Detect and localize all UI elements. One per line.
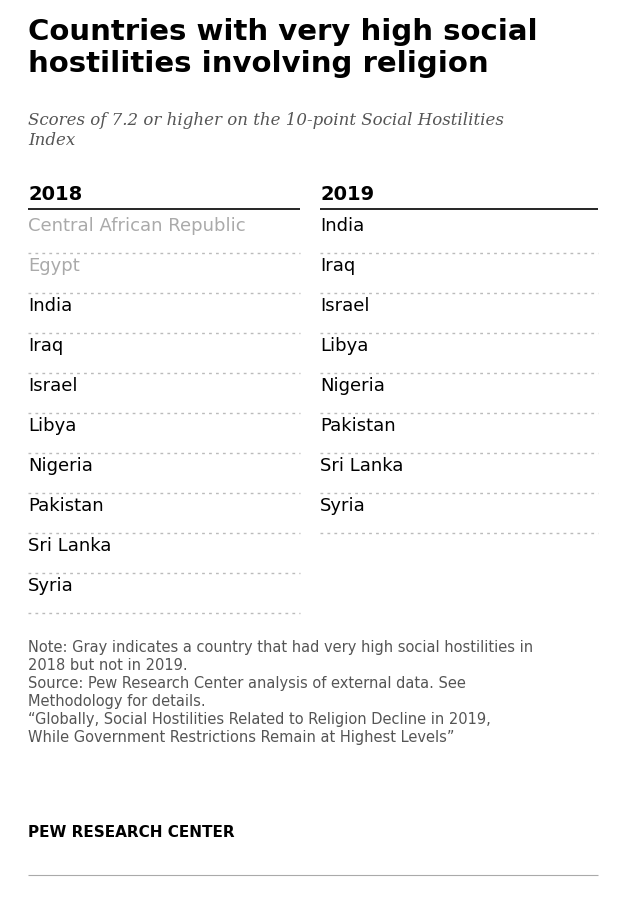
Text: Pakistan: Pakistan [28,497,104,515]
Text: 2019: 2019 [320,185,374,204]
Text: Note: Gray indicates a country that had very high social hostilities in: Note: Gray indicates a country that had … [28,640,533,655]
Text: Iraq: Iraq [320,257,355,275]
Text: Nigeria: Nigeria [28,457,93,475]
Text: “Globally, Social Hostilities Related to Religion Decline in 2019,: “Globally, Social Hostilities Related to… [28,712,491,727]
Text: Iraq: Iraq [28,337,63,355]
Text: Sri Lanka: Sri Lanka [320,457,404,475]
Text: India: India [28,297,73,315]
Text: Methodology for details.: Methodology for details. [28,694,206,709]
Text: Libya: Libya [320,337,368,355]
Text: Source: Pew Research Center analysis of external data. See: Source: Pew Research Center analysis of … [28,676,466,691]
Text: Scores of 7.2 or higher on the 10-point Social Hostilities
Index: Scores of 7.2 or higher on the 10-point … [28,112,504,148]
Text: Nigeria: Nigeria [320,377,385,395]
Text: Egypt: Egypt [28,257,80,275]
Text: 2018 but not in 2019.: 2018 but not in 2019. [28,658,188,673]
Text: 2018: 2018 [28,185,82,204]
Text: India: India [320,217,365,235]
Text: Israel: Israel [320,297,370,315]
Text: Syria: Syria [320,497,366,515]
Text: Sri Lanka: Sri Lanka [28,537,112,555]
Text: Countries with very high social
hostilities involving religion: Countries with very high social hostilit… [28,18,538,78]
Text: Central African Republic: Central African Republic [28,217,246,235]
Text: Syria: Syria [28,577,74,595]
Text: While Government Restrictions Remain at Highest Levels”: While Government Restrictions Remain at … [28,730,454,745]
Text: Israel: Israel [28,377,78,395]
Text: Pakistan: Pakistan [320,417,396,435]
Text: PEW RESEARCH CENTER: PEW RESEARCH CENTER [28,825,234,840]
Text: Libya: Libya [28,417,76,435]
